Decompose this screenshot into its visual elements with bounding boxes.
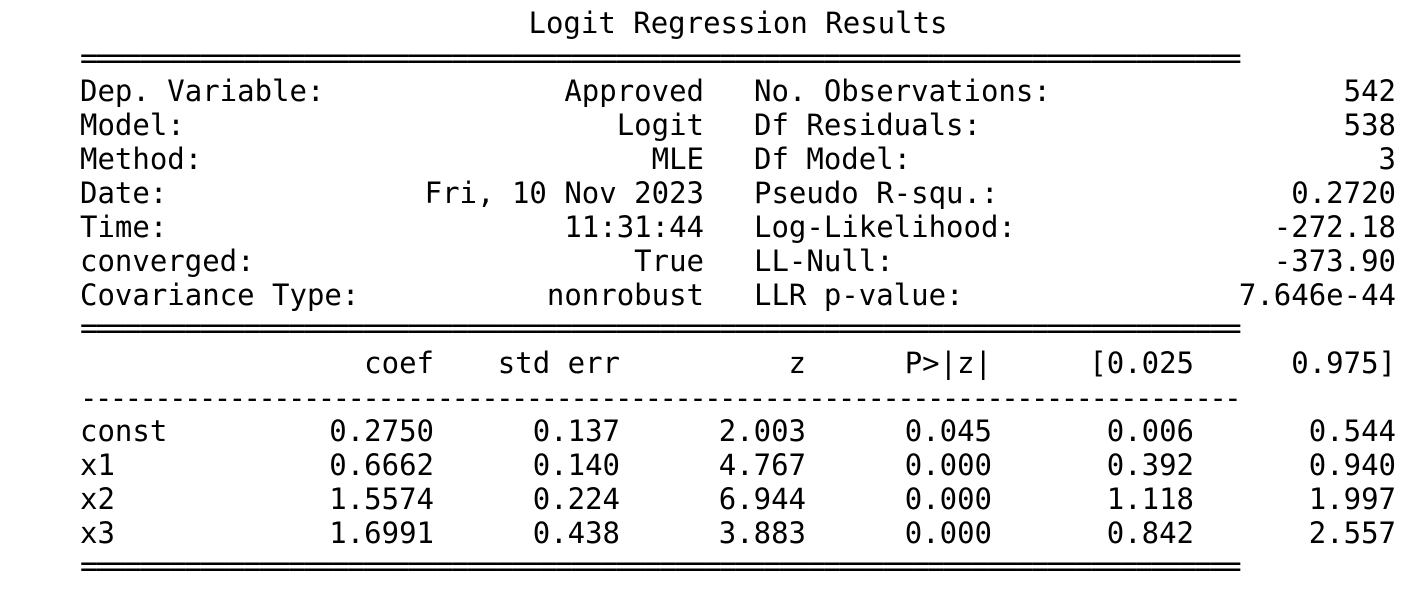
summary-label: Dep. Variable: [80,74,325,108]
p-value: 0.000 [904,448,992,482]
summary-label: Df Model: [754,142,912,176]
ci-upper-value: 2.557 [1308,516,1396,550]
summary-value: 11:31:44 [564,210,704,244]
summary-value: Approved [564,74,704,108]
summary-label: Covariance Type: [80,278,360,312]
z-value: 2.003 [718,414,806,448]
std-err-value: 0.140 [532,448,620,482]
summary-value: 538 [1343,108,1396,142]
z-value: 3.883 [718,516,806,550]
summary-label: converged: [80,244,255,278]
summary-value: Logit [616,108,704,142]
z-value: 6.944 [718,482,806,516]
ci-lower-value: 0.006 [1106,414,1194,448]
single-rule: ----------------------------------------… [80,388,1242,408]
summary-value: nonrobust [546,278,704,312]
std-err-value: 0.224 [532,482,620,516]
variable-name: x1 [80,448,115,482]
summary-row: Dep. Variable: Approved No. Observations… [80,74,1396,108]
summary-label: Date: [80,176,168,210]
p-value: 0.000 [904,482,992,516]
summary-value: -373.90 [1273,244,1396,278]
coef-value: 0.6662 [329,448,434,482]
summary-label: LL-Null: [754,244,894,278]
table-row: x3 1.6991 0.438 3.883 0.000 0.842 2.557 [80,516,1396,550]
summary-row: Model: Logit Df Residuals: 538 [80,108,1396,142]
double-rule-top: ========================================… [80,48,1242,68]
coef-value: 0.2750 [329,414,434,448]
double-rule-middle: ========================================… [80,318,1242,338]
summary-label: Pseudo R-squ.: [754,176,999,210]
summary-label: Method: [80,142,203,176]
summary-row: converged: True LL-Null: -373.90 [80,244,1396,278]
summary-value: 7.646e-44 [1238,278,1396,312]
table-title: Logit Regression Results [528,6,948,40]
summary-row: Method: MLE Df Model: 3 [80,142,1396,176]
p-value: 0.045 [904,414,992,448]
summary-label: Time: [80,210,168,244]
std-err-value: 0.438 [532,516,620,550]
summary-value: MLE [651,142,704,176]
variable-name: x3 [80,516,115,550]
double-rule-bottom: ========================================… [80,556,1242,576]
ci-upper-value: 0.940 [1308,448,1396,482]
variable-name: const [80,414,168,448]
ci-upper-value: 1.997 [1308,482,1396,516]
summary-row: Time: 11:31:44 Log-Likelihood: -272.18 [80,210,1396,244]
summary-value: 542 [1343,74,1396,108]
summary-row: Covariance Type: nonrobust LLR p-value: … [80,278,1396,312]
summary-label: No. Observations: [754,74,1051,108]
summary-label: LLR p-value: [754,278,964,312]
coef-table-header: coef std err z P>|z| [0.025 0.975] [80,346,1396,380]
std-err-value: 0.137 [532,414,620,448]
ci-lower-value: 0.392 [1106,448,1194,482]
table-row: const 0.2750 0.137 2.003 0.045 0.006 0.5… [80,414,1396,448]
summary-value: 3 [1378,142,1396,176]
ci-lower-value: 1.118 [1106,482,1194,516]
column-header-p-value: P>|z| [904,346,992,380]
coef-value: 1.5574 [329,482,434,516]
column-header-ci-upper: 0.975] [1291,346,1396,380]
ci-upper-value: 0.544 [1308,414,1396,448]
summary-value: Fri, 10 Nov 2023 [424,176,704,210]
column-header-coef: coef [364,346,434,380]
ci-lower-value: 0.842 [1106,516,1194,550]
table-row: x2 1.5574 0.224 6.944 0.000 1.118 1.997 [80,482,1396,516]
summary-value: True [634,244,704,278]
summary-label: Df Residuals: [754,108,981,142]
column-header-ci-lower: [0.025 [1089,346,1194,380]
column-header-std-err: std err [497,346,620,380]
table-row: x1 0.6662 0.140 4.767 0.000 0.392 0.940 [80,448,1396,482]
z-value: 4.767 [718,448,806,482]
summary-label: Model: [80,108,185,142]
summary-row: Date: Fri, 10 Nov 2023 Pseudo R-squ.: 0.… [80,176,1396,210]
summary-value: -272.18 [1273,210,1396,244]
column-header-z: z [788,346,806,380]
p-value: 0.000 [904,516,992,550]
coef-value: 1.6991 [329,516,434,550]
variable-name: x2 [80,482,115,516]
summary-label: Log-Likelihood: [754,210,1016,244]
summary-value: 0.2720 [1291,176,1396,210]
